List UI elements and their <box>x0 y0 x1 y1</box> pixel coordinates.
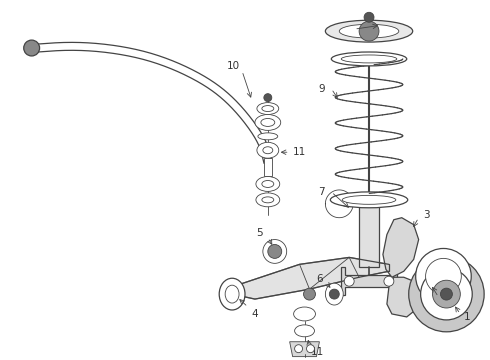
Circle shape <box>426 258 461 294</box>
Circle shape <box>441 288 452 300</box>
Circle shape <box>416 248 471 304</box>
Text: 11: 11 <box>293 147 306 157</box>
Polygon shape <box>290 342 319 357</box>
Text: 5: 5 <box>257 228 263 238</box>
Text: 9: 9 <box>318 84 325 94</box>
FancyBboxPatch shape <box>264 158 272 176</box>
Ellipse shape <box>331 52 407 66</box>
Ellipse shape <box>257 142 279 158</box>
Circle shape <box>420 268 472 320</box>
Ellipse shape <box>294 325 315 337</box>
Polygon shape <box>232 257 389 299</box>
Ellipse shape <box>342 195 396 204</box>
Polygon shape <box>383 218 418 277</box>
Circle shape <box>409 256 484 332</box>
Text: 2: 2 <box>443 296 450 306</box>
Text: 10: 10 <box>226 61 240 71</box>
Ellipse shape <box>339 24 399 38</box>
Circle shape <box>303 288 316 300</box>
Ellipse shape <box>258 133 278 140</box>
Ellipse shape <box>257 103 279 114</box>
Ellipse shape <box>256 193 280 207</box>
Circle shape <box>433 280 460 308</box>
Ellipse shape <box>325 20 413 42</box>
Ellipse shape <box>263 147 273 154</box>
Circle shape <box>344 276 354 286</box>
Text: 1: 1 <box>464 312 470 322</box>
Ellipse shape <box>262 197 274 203</box>
Ellipse shape <box>330 192 408 208</box>
Circle shape <box>268 244 282 258</box>
Circle shape <box>329 289 339 299</box>
Ellipse shape <box>256 176 280 192</box>
Circle shape <box>294 345 302 353</box>
Polygon shape <box>359 205 379 267</box>
Polygon shape <box>341 267 397 295</box>
Circle shape <box>384 276 394 286</box>
Circle shape <box>359 21 379 41</box>
Text: 4: 4 <box>251 309 258 319</box>
Ellipse shape <box>261 118 275 126</box>
Text: 11: 11 <box>311 347 324 357</box>
Circle shape <box>263 239 287 264</box>
Circle shape <box>264 94 272 102</box>
Ellipse shape <box>262 180 274 188</box>
Text: 6: 6 <box>316 274 323 284</box>
Ellipse shape <box>225 285 239 303</box>
Circle shape <box>364 12 374 22</box>
Ellipse shape <box>262 105 274 112</box>
Ellipse shape <box>255 114 281 130</box>
Ellipse shape <box>325 283 343 305</box>
Circle shape <box>24 40 40 56</box>
Ellipse shape <box>341 55 397 63</box>
Text: 3: 3 <box>423 210 430 220</box>
Ellipse shape <box>294 307 316 321</box>
Text: 7: 7 <box>318 187 325 197</box>
Ellipse shape <box>219 278 245 310</box>
Circle shape <box>307 345 315 353</box>
Text: 8: 8 <box>344 24 350 34</box>
Polygon shape <box>387 277 418 317</box>
